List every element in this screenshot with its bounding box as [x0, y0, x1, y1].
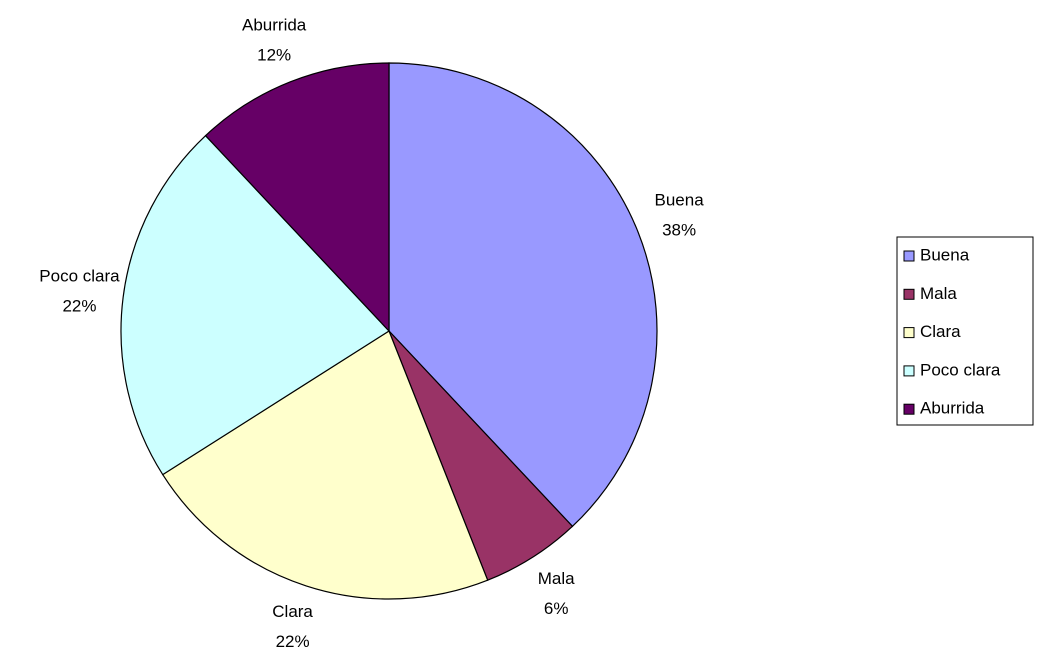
slice-value-label: 6%: [544, 599, 569, 618]
slice-category-label: Clara: [272, 602, 313, 621]
legend-swatch: [903, 250, 915, 262]
slice-category-label: Mala: [538, 569, 575, 588]
slice-category-label: Aburrida: [242, 15, 307, 34]
legend-swatch: [903, 327, 915, 339]
slice-category-label: Poco clara: [39, 266, 120, 285]
legend-label: Clara: [920, 322, 961, 341]
slice-value-label: 22%: [276, 632, 310, 651]
slice-value-label: 12%: [257, 45, 291, 64]
pie-slice: [388, 62, 658, 528]
legend-label: Mala: [920, 284, 957, 303]
legend-swatch: [903, 403, 915, 415]
pie-slice: [204, 62, 390, 333]
legend-swatch: [903, 288, 915, 300]
legend-swatch: [903, 365, 915, 377]
slice-category-label: Buena: [655, 191, 705, 210]
pie-slice: [120, 134, 390, 476]
pie-slice: [161, 330, 489, 600]
slice-value-label: 22%: [62, 296, 96, 315]
legend-label: Buena: [920, 245, 970, 264]
slice-value-label: 38%: [662, 221, 696, 240]
legend-label: Poco clara: [920, 360, 1001, 379]
legend-box: [896, 236, 1034, 426]
legend-label: Aburrida: [920, 399, 985, 418]
